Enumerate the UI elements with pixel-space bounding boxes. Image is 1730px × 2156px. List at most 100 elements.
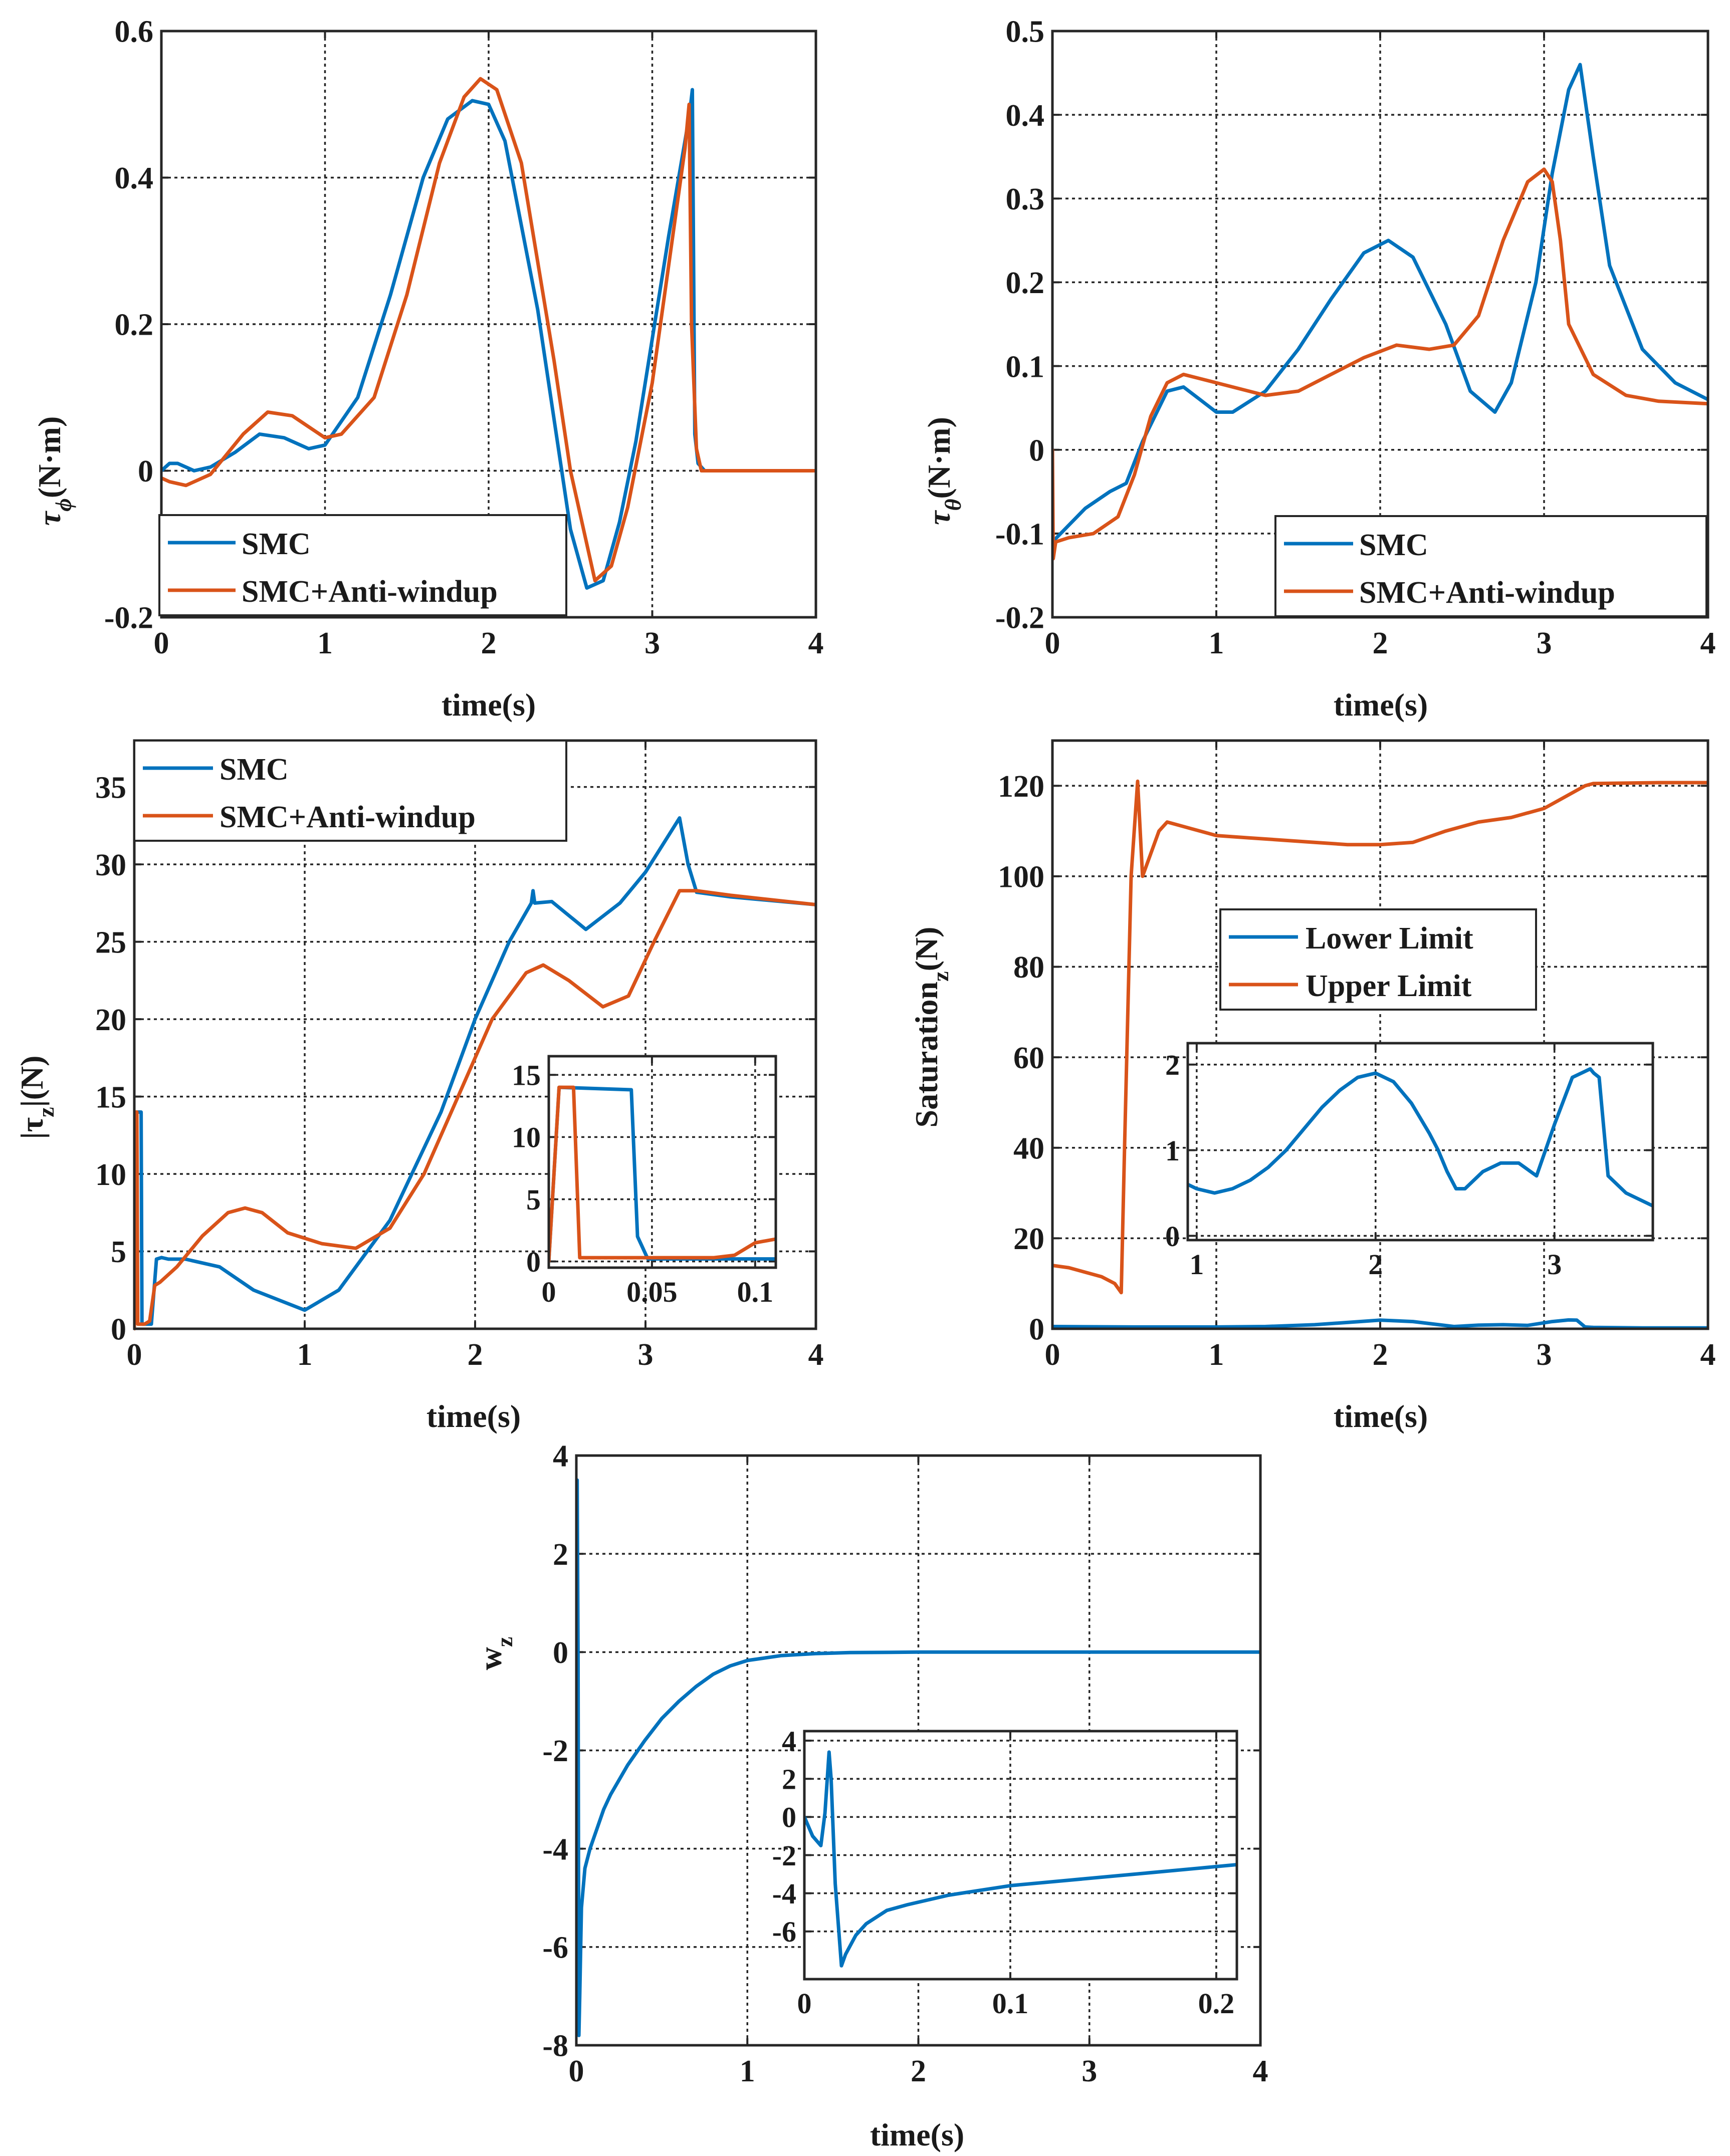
tick-label-x: 0.05 [626, 1276, 678, 1308]
plot-layer: 0 1 2 3 4-0.200.20.40.60 1 2 3 4-0.2-0.100.10.20… [95, 15, 1716, 2088]
tick-label-y: 35 [95, 771, 126, 805]
tick-label-y: 20 [1013, 1222, 1044, 1256]
series-w-z [576, 1478, 1260, 2037]
tick-label-y: 15 [95, 1080, 126, 1114]
inset-w-z: 0 0.1 0.2 -6 -4 -2 0 2 4 [772, 1725, 1238, 2020]
tick-label-y: 5 [111, 1235, 126, 1269]
tick-label-y: 0 [1029, 433, 1044, 467]
inset-tau-z: 0 0.05 0.1 0 5 10 15 [512, 1055, 777, 1308]
tick-label-x: 0.1 [737, 1276, 774, 1308]
tick-label-x: 2 [481, 626, 497, 660]
y-label-tau-z: |τz|(N) [14, 1056, 59, 1139]
tick-label-y: 0.1 [1006, 350, 1045, 384]
legend-box [133, 740, 567, 842]
tick-label-y: 0.3 [1006, 182, 1045, 216]
legend-box [158, 514, 567, 616]
tick-label-y: 1 [1165, 1134, 1180, 1167]
series-smc [161, 88, 816, 590]
tick-label-x: 3 [1537, 1338, 1552, 1372]
tick-label-y: 4 [782, 1725, 796, 1757]
tick-label-y: 5 [526, 1183, 541, 1216]
tick-label-y: -6 [772, 1915, 796, 1948]
tick-label-x: 0 [127, 1338, 142, 1372]
tick-label-x: 0 [1045, 626, 1060, 660]
tick-label-x: 2 [1373, 626, 1388, 660]
tick-label-y: 60 [1013, 1041, 1044, 1075]
axes-frame [547, 1055, 777, 1269]
tick-label-y: 0 [138, 454, 153, 489]
tick-label-x: 2 [1368, 1248, 1383, 1281]
series-smc [134, 816, 816, 1331]
axes-frame [1051, 739, 1709, 1330]
series-w-z [804, 1750, 1237, 1968]
tick-label-y: 0 [1165, 1220, 1180, 1253]
series-upper-limit [1052, 779, 1708, 1295]
series-smc [1052, 63, 1708, 544]
tick-label-x: 1 [317, 626, 333, 660]
y-label-tau-phi: τϕ(N·m) [32, 416, 76, 526]
tick-label-y: -6 [542, 1931, 568, 1965]
plot-area [549, 1056, 776, 1268]
tick-label-y: 2 [1165, 1049, 1180, 1081]
panel-tau-theta: τθ(N·m) time(s) [921, 417, 1428, 723]
series-lower-limit [1052, 1318, 1708, 1330]
legend-tau-phi: SMC SMC+Anti-windup [158, 514, 567, 616]
tick-label-y: 25 [95, 925, 126, 960]
tick-label-x: 3 [1082, 2054, 1097, 2088]
tick-label-x: 4 [808, 1338, 824, 1372]
tick-label-y: 0.4 [1006, 99, 1045, 133]
series-lower-limit [1188, 1067, 1653, 1208]
tick-label-y: 2 [782, 1763, 796, 1795]
tick-label-y: 0.5 [1006, 15, 1045, 49]
tick-label-x: 3 [638, 1338, 654, 1372]
tick-label-y: -4 [772, 1877, 796, 1910]
series-smc-anti-windup [161, 77, 816, 583]
tick-label-x: 4 [1700, 626, 1716, 660]
legend-tau-z: SMC SMC+Anti-windup [133, 740, 567, 842]
tick-label-y: 80 [1013, 950, 1044, 985]
tick-label-x: 4 [1700, 1338, 1716, 1372]
tick-label-y: 100 [998, 860, 1044, 894]
tick-label-y: 0 [111, 1313, 126, 1347]
tick-label-x: 1 [740, 2054, 755, 2088]
axes-frame [575, 1454, 1262, 2047]
tick-label-y: -0.2 [104, 601, 153, 635]
legend-tau-theta: SMC SMC+Anti-windup [1274, 515, 1707, 617]
tick-label-y: 20 [95, 1003, 126, 1037]
tick-label-y: 0 [553, 1636, 568, 1670]
x-label-tau-theta: time(s) [1334, 687, 1428, 723]
tick-label-y: 15 [512, 1059, 541, 1092]
tick-label-y: 30 [95, 848, 126, 882]
panel-w-z: wz time(s) [473, 1637, 964, 2152]
tick-label-y: 0 [526, 1246, 541, 1278]
tick-label-y: 120 [998, 770, 1044, 804]
y-label-saturation-z: Saturationz(N) [909, 927, 953, 1128]
tick-label-x: 0 [1045, 1338, 1060, 1372]
tick-label-y: -0.1 [995, 518, 1044, 552]
x-label-tau-z: time(s) [426, 1398, 521, 1434]
tick-label-x: 0 [569, 2054, 584, 2088]
tick-label-y: -2 [542, 1734, 568, 1768]
tick-label-x: 0.2 [1198, 1987, 1235, 2020]
tick-label-y: 10 [95, 1158, 126, 1192]
tick-label-x: 4 [1253, 2054, 1268, 2088]
legend-label-anti-windup: SMC+Anti-windup [1359, 576, 1615, 610]
tick-label-y: 0 [782, 1801, 796, 1834]
tick-label-y: -8 [542, 2029, 568, 2063]
y-label-tau-theta: τθ(N·m) [921, 417, 966, 525]
legend-label-lower-limit: Lower Limit [1306, 921, 1473, 955]
tick-label-x: 2 [468, 1338, 483, 1372]
tick-label-x: 1 [1189, 1248, 1204, 1281]
panel-tau-z: |τz|(N) time(s) [14, 1056, 521, 1434]
tick-label-y: 2 [553, 1538, 568, 1572]
x-label-tau-phi: time(s) [442, 687, 536, 723]
series-smc-anti-windup [1052, 167, 1708, 561]
axes-frame [160, 30, 817, 619]
legend-label-smc: SMC [242, 527, 311, 561]
tick-label-y: 0.2 [115, 308, 154, 342]
tick-label-x: 1 [1209, 626, 1224, 660]
tick-label-x: 3 [1537, 626, 1552, 660]
tick-label-x: 2 [1373, 1338, 1388, 1372]
